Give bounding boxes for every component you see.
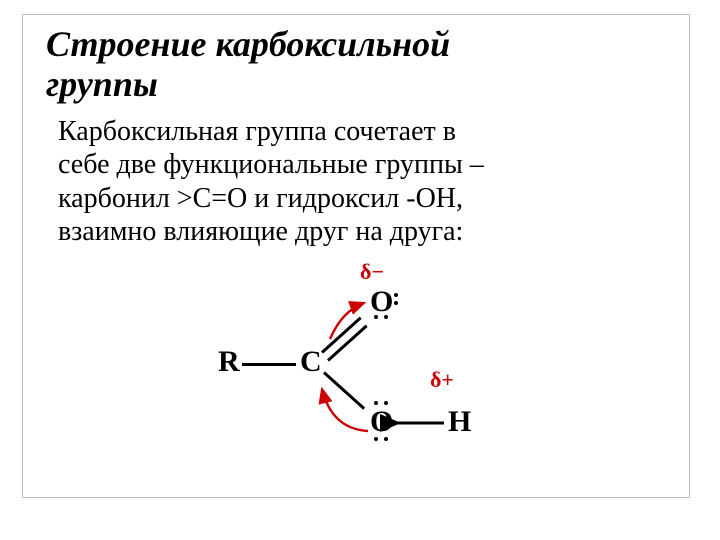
title-line-2: группы [46, 64, 158, 104]
body-line-4: взаимно влияющие друг на друга: [58, 216, 463, 247]
slide: Строение карбоксильной группы Карбоксиль… [0, 0, 720, 540]
slide-body: Карбоксильная группа сочетает в себе две… [34, 115, 690, 249]
diagram-container: R C O O H δ− δ+ [34, 271, 690, 451]
body-line-3: карбонил >С=O и гидроксил -ОН, [58, 183, 463, 214]
body-line-1: Карбоксильная группа сочетает в [58, 116, 456, 147]
slide-title: Строение карбоксильной группы [34, 18, 690, 115]
electron-arrows [212, 271, 512, 451]
body-line-2: себе две функциональные группы – [58, 149, 484, 180]
carboxyl-structure-diagram: R C O O H δ− δ+ [212, 271, 512, 451]
title-line-1: Строение карбоксильной [46, 24, 450, 64]
